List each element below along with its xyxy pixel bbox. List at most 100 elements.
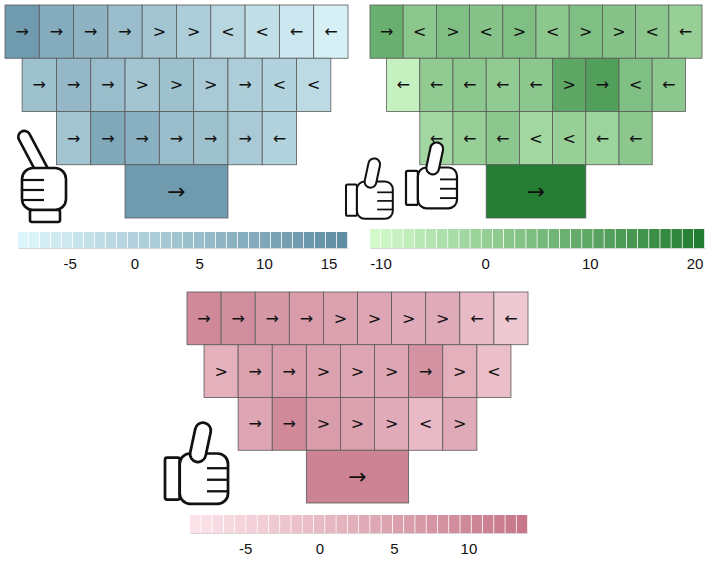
colorbar-segment (437, 229, 447, 248)
colorbar-segment (172, 232, 182, 248)
cell (279, 5, 313, 58)
arrow-label: > (385, 414, 398, 433)
arrow-label: → (67, 75, 80, 94)
cell (494, 292, 528, 345)
arrow-label: → (527, 179, 545, 204)
cell (486, 165, 586, 218)
heatmap-panel: →<><><>><←←←←←←>→<←←←←<<←←→-1001020 (370, 5, 706, 272)
arrow-label: ← (273, 129, 286, 148)
colorbar-segment (493, 229, 503, 248)
arrow-label: → (197, 309, 210, 328)
cell (306, 398, 340, 451)
colorbar-segment (161, 232, 171, 248)
tick: 5 (390, 533, 398, 557)
arrows: →→→→>>>>←←>→→>>>→><→→>>><>→ (197, 309, 517, 489)
arrow-label: → (596, 75, 609, 94)
arrow-label: ← (496, 129, 509, 148)
colorbar-segment (325, 515, 335, 533)
arrow-label: → (238, 129, 251, 148)
cell (503, 5, 536, 58)
colorbar-segment (517, 515, 527, 533)
arrow-label: < (645, 22, 658, 41)
colorbar-segment (672, 229, 682, 248)
colorbar-segment (293, 232, 303, 248)
cell (340, 398, 374, 451)
colorbar-segment (315, 232, 325, 248)
hand-cuff (346, 185, 357, 216)
colorbar-segment (382, 515, 392, 533)
colorbar-segment (336, 515, 346, 533)
arrow-label: ← (662, 75, 675, 94)
tick: 10 (256, 248, 273, 272)
colorbar-segment (73, 232, 83, 248)
cell (602, 5, 635, 58)
hand-line (377, 209, 393, 211)
arrow-label: → (50, 22, 63, 41)
tick-label: 0 (131, 255, 139, 272)
colorbar-segment (504, 229, 514, 248)
colorbar-axis: -1001020 (370, 248, 705, 272)
arrow-label: ← (470, 309, 483, 328)
arrow-label: → (283, 362, 296, 381)
cell (636, 5, 669, 58)
arrow-label: ← (596, 129, 609, 148)
arrow-label: > (317, 362, 330, 381)
tick-label: 10 (461, 540, 478, 557)
heatmap-panel: →→→→>><<←←→→→>>>→<<→→→→→→←→-5051015 (5, 5, 349, 272)
colorbar-axis-line (371, 248, 706, 249)
hand-line (207, 467, 228, 469)
arrow-label: → (15, 22, 28, 41)
cell (486, 58, 519, 111)
hand-thumb (425, 141, 444, 175)
cell (306, 345, 340, 398)
colorbar-axis-line (191, 533, 529, 534)
colorbar-segment (549, 229, 559, 248)
tick-label: 15 (321, 255, 338, 272)
arrow-label: > (579, 22, 592, 41)
arrow-label: → (67, 129, 80, 148)
figure: →→→→>><<←←→→→>>>→<<→→→→→→←→-5051015→<><>… (0, 0, 710, 564)
tick: 15 (321, 248, 338, 272)
cell (370, 5, 403, 58)
arrow-label: < (546, 22, 559, 41)
cell (177, 5, 211, 58)
colorbar-segment (370, 515, 380, 533)
cell (228, 112, 262, 165)
colorbar-segment (51, 232, 61, 248)
cell (262, 112, 296, 165)
cell (159, 112, 193, 165)
colorbar-segment (660, 229, 670, 248)
tick-label: 0 (316, 540, 324, 557)
tick: 20 (687, 248, 704, 272)
cells (5, 5, 348, 218)
arrow-label: > (153, 22, 166, 41)
arrow-label: < (419, 414, 432, 433)
cells (370, 5, 702, 218)
arrow-label: → (266, 309, 279, 328)
arrow-label: > (351, 362, 364, 381)
cell (358, 292, 392, 345)
colorbar-segment (227, 232, 237, 248)
cell (221, 292, 255, 345)
colorbar-segment (515, 229, 525, 248)
arrow-label: → (84, 22, 97, 41)
cells (187, 292, 528, 503)
colorbar-segment (258, 515, 268, 533)
arrow-label: > (562, 75, 575, 94)
cell (586, 58, 619, 111)
arrow-label: < (413, 22, 426, 41)
cell (470, 5, 503, 58)
colorbar-segment (404, 515, 414, 533)
colorbar-axis: -50510 (191, 533, 529, 557)
cell (443, 398, 477, 451)
arrow-label: → (380, 22, 393, 41)
arrow-label: → (135, 129, 148, 148)
arrow-label: > (446, 22, 459, 41)
cell (486, 112, 519, 165)
cell (159, 58, 193, 111)
arrow-label: > (214, 362, 227, 381)
hand-line (377, 191, 393, 193)
cell (453, 112, 486, 165)
colorbar-segment (438, 515, 448, 533)
arrow-label: → (419, 362, 432, 381)
